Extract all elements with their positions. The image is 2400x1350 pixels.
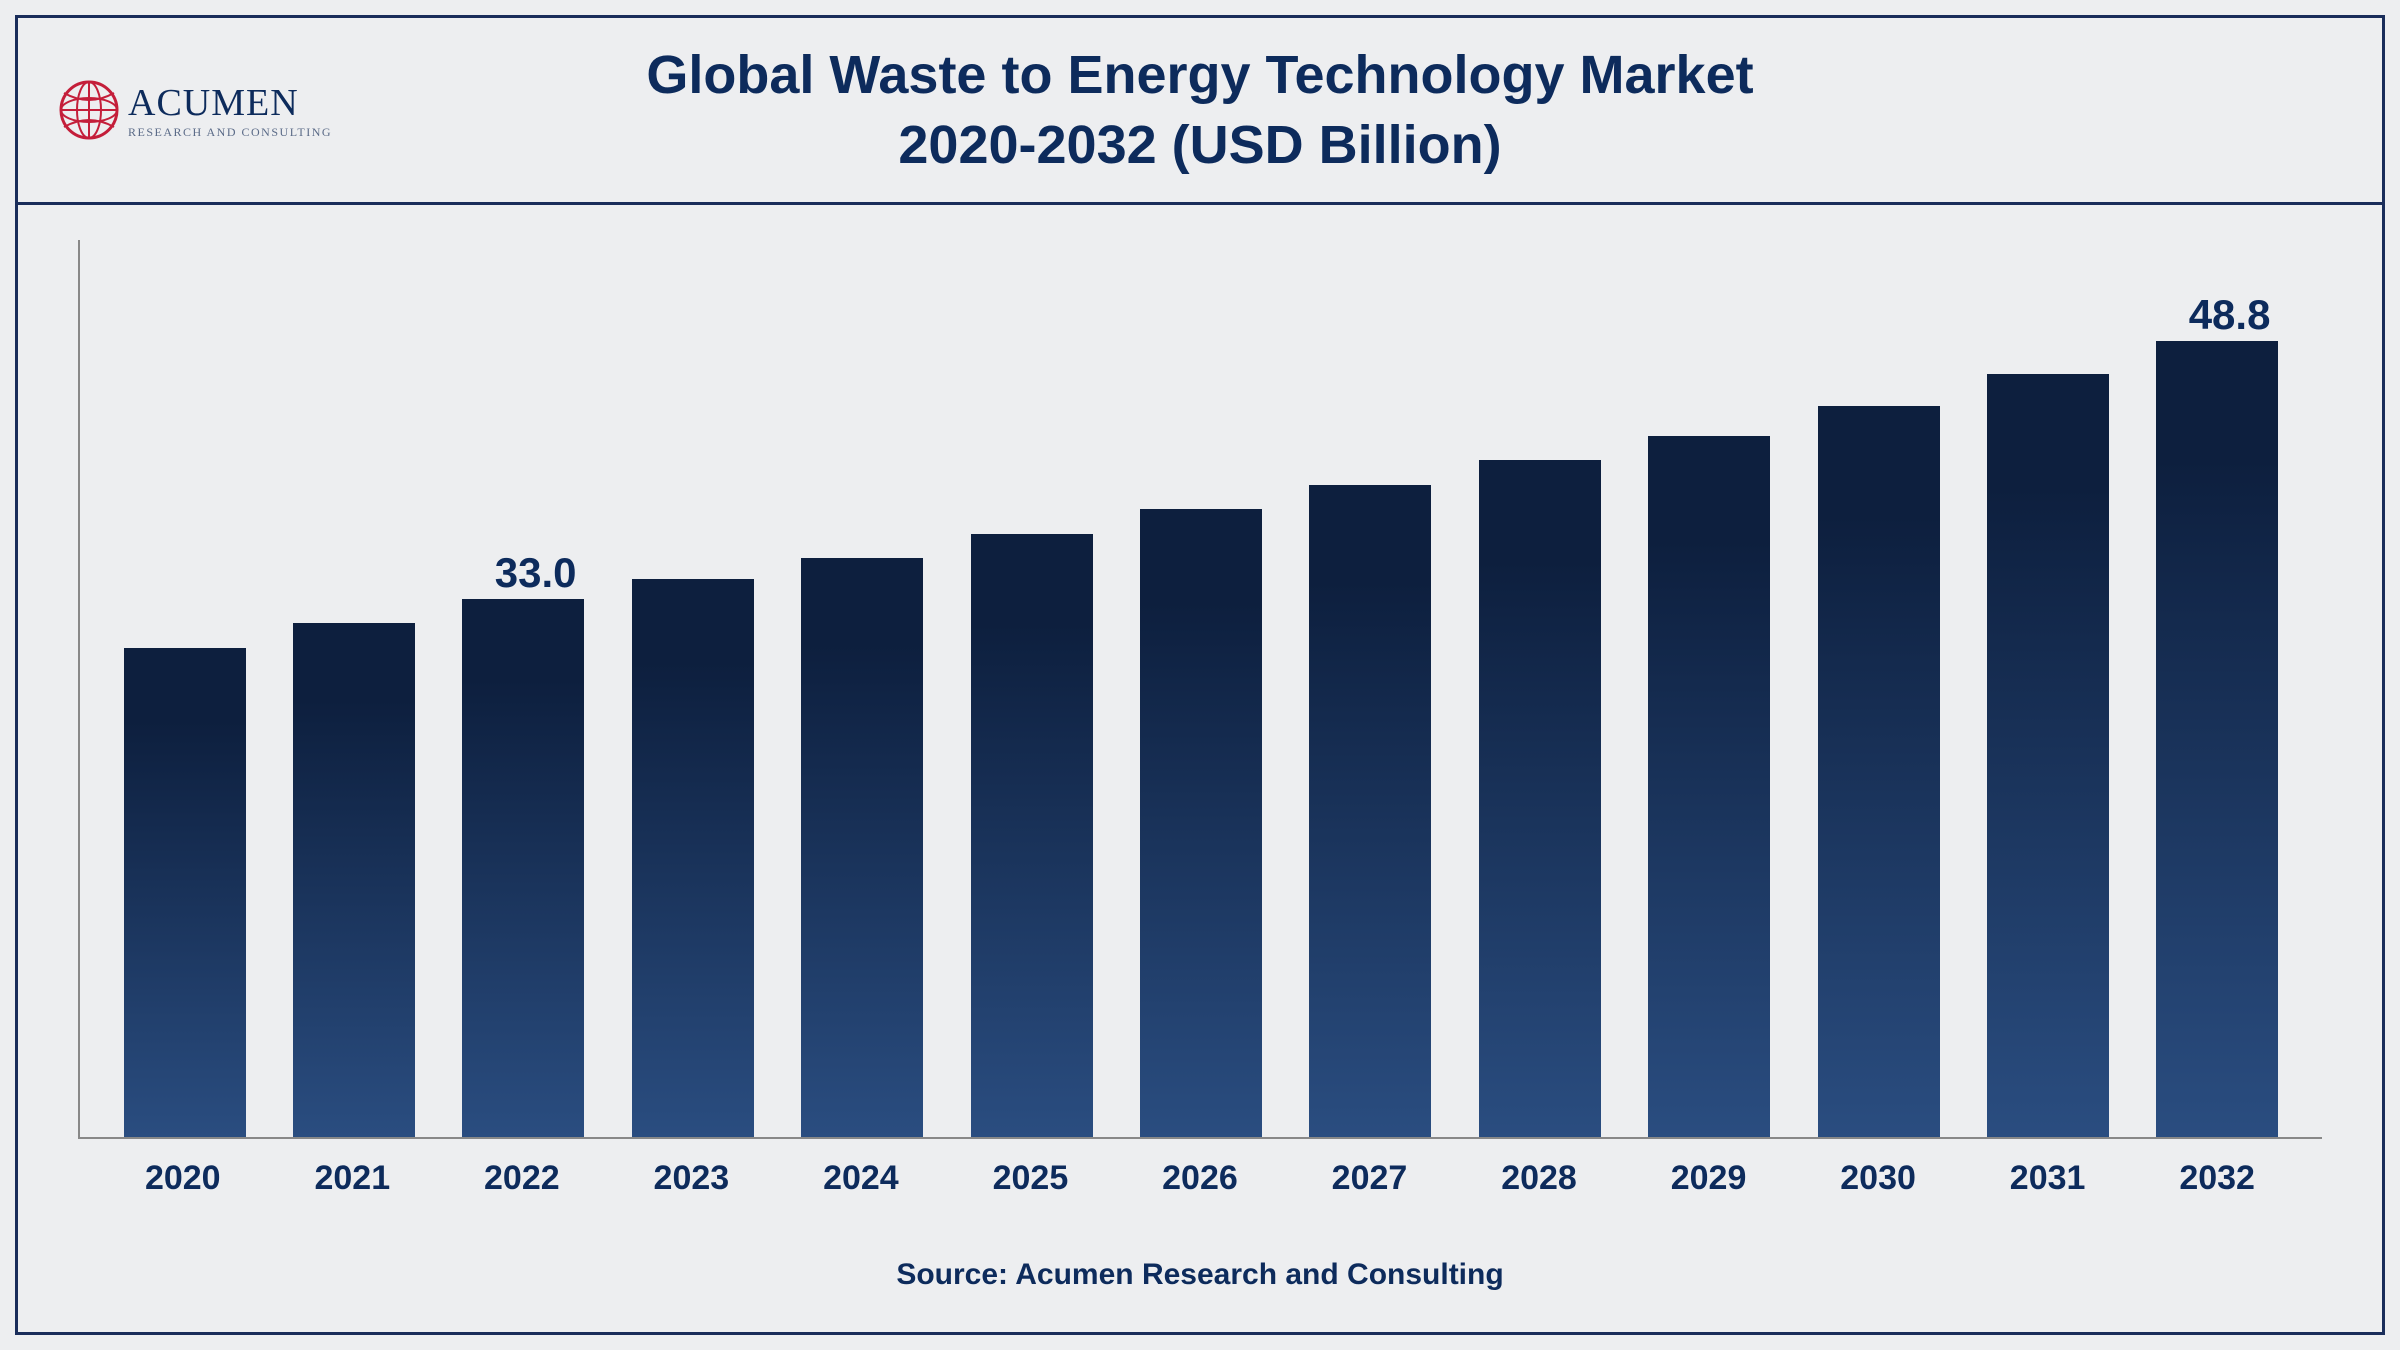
bar-wrapper bbox=[778, 240, 947, 1137]
x-axis-label: 2027 bbox=[1285, 1159, 1455, 1198]
bar bbox=[1309, 485, 1431, 1137]
x-axis-label: 2023 bbox=[607, 1159, 777, 1198]
bar bbox=[1479, 460, 1601, 1137]
bar bbox=[801, 558, 923, 1137]
bar bbox=[1987, 374, 2109, 1137]
bar-wrapper bbox=[100, 240, 269, 1137]
chart-frame: 33.048.8 2020202120222023202420252026202… bbox=[15, 205, 2385, 1335]
bars-container: 33.0 48.8 bbox=[78, 240, 2322, 1139]
bar-wrapper bbox=[608, 240, 777, 1137]
x-axis-label: 2028 bbox=[1454, 1159, 1624, 1198]
x-axis-label: 2025 bbox=[946, 1159, 1116, 1198]
bar-wrapper bbox=[1455, 240, 1624, 1137]
source-text: Source: Acumen Research and Consulting bbox=[78, 1258, 2322, 1292]
x-axis-label: 2024 bbox=[776, 1159, 946, 1198]
bar: 48.8 bbox=[2156, 341, 2278, 1137]
title-line-2: 2020-2032 (USD Billion) bbox=[646, 110, 1753, 180]
bar bbox=[124, 648, 246, 1137]
bar bbox=[632, 579, 754, 1137]
bar bbox=[293, 623, 415, 1137]
bar bbox=[1140, 509, 1262, 1137]
logo-name: ACUMEN bbox=[128, 81, 332, 125]
bar-wrapper bbox=[1116, 240, 1285, 1137]
title-line-1: Global Waste to Energy Technology Market bbox=[646, 40, 1753, 110]
globe-icon bbox=[58, 79, 120, 141]
x-axis-labels: 2020202120222023202420252026202720282029… bbox=[78, 1139, 2322, 1198]
bar-value-label: 33.0 bbox=[462, 549, 608, 597]
bar-wrapper bbox=[1286, 240, 1455, 1137]
logo: ACUMEN RESEARCH AND CONSULTING bbox=[58, 79, 332, 141]
bar bbox=[1818, 406, 1940, 1137]
bar bbox=[971, 534, 1093, 1137]
bar-value-label: 48.8 bbox=[2156, 291, 2302, 339]
bar-wrapper bbox=[1963, 240, 2132, 1137]
bar-wrapper: 33.0 bbox=[439, 240, 608, 1137]
bar-wrapper: 48.8 bbox=[2133, 240, 2302, 1137]
x-axis-label: 2026 bbox=[1115, 1159, 1285, 1198]
chart-container: ACUMEN RESEARCH AND CONSULTING Global Wa… bbox=[15, 15, 2385, 1335]
x-axis-label: 2031 bbox=[1963, 1159, 2133, 1198]
bar-wrapper bbox=[1794, 240, 1963, 1137]
bar bbox=[1648, 436, 1770, 1137]
x-axis-label: 2029 bbox=[1624, 1159, 1794, 1198]
bar-wrapper bbox=[269, 240, 438, 1137]
x-axis-label: 2030 bbox=[1793, 1159, 1963, 1198]
header-bar: ACUMEN RESEARCH AND CONSULTING Global Wa… bbox=[15, 15, 2385, 205]
x-axis-label: 2021 bbox=[268, 1159, 438, 1198]
bar-wrapper bbox=[1625, 240, 1794, 1137]
logo-tagline: RESEARCH AND CONSULTING bbox=[128, 125, 332, 140]
x-axis-label: 2020 bbox=[98, 1159, 268, 1198]
x-axis-label: 2032 bbox=[2132, 1159, 2302, 1198]
bar: 33.0 bbox=[462, 599, 584, 1137]
logo-text: ACUMEN RESEARCH AND CONSULTING bbox=[128, 81, 332, 140]
bar-wrapper bbox=[947, 240, 1116, 1137]
x-axis-label: 2022 bbox=[437, 1159, 607, 1198]
chart-area: 33.048.8 2020202120222023202420252026202… bbox=[78, 240, 2322, 1198]
title-block: Global Waste to Energy Technology Market… bbox=[646, 40, 1753, 180]
